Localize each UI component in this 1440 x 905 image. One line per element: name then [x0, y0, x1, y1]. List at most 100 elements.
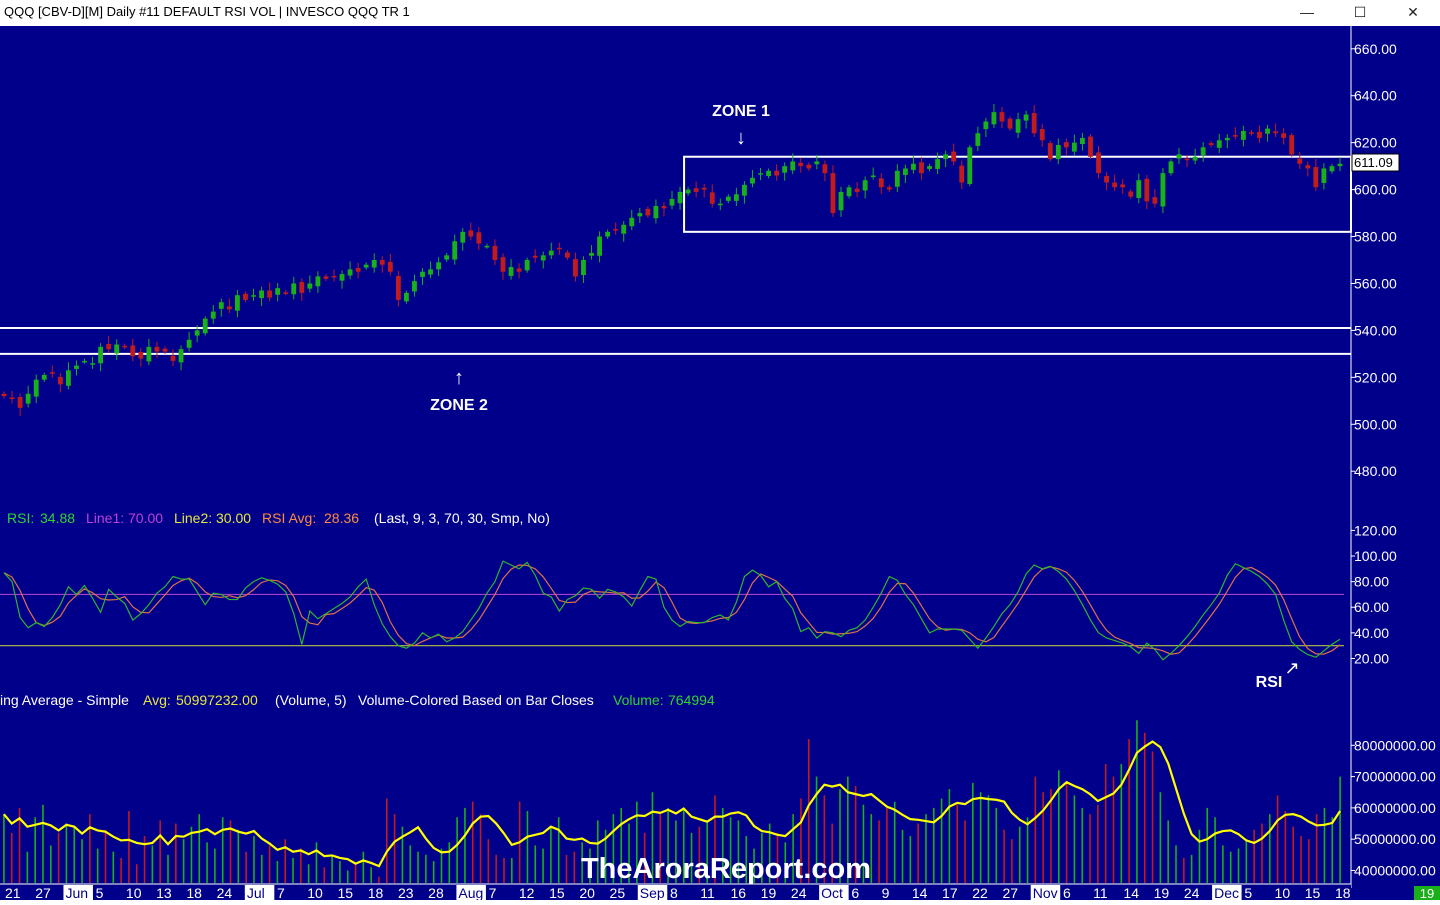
candle-body	[1321, 168, 1327, 184]
price-tick-label: 660.00	[1354, 41, 1397, 57]
volume-tick-label: 80000000.00	[1354, 737, 1436, 753]
x-axis-label: 7	[277, 885, 285, 900]
support-resistance-zones	[0, 155, 1352, 355]
x-axis-label: 27	[35, 885, 51, 900]
candle-body	[170, 355, 176, 361]
candle-body	[613, 229, 619, 231]
x-axis-label: 6	[851, 885, 859, 900]
x-axis-label: 12	[519, 885, 535, 900]
x-axis-label: 20	[579, 885, 595, 900]
candle-body	[532, 255, 538, 258]
x-axis-label: 5	[1244, 885, 1252, 900]
rsi-tick-label: 40.00	[1354, 625, 1389, 641]
x-axis-label: Oct	[821, 885, 843, 900]
candle-body	[57, 376, 63, 385]
candle-body	[1104, 175, 1110, 183]
candle-body	[428, 269, 433, 275]
corner-badge	[1414, 886, 1440, 900]
x-axis-label: 10	[1275, 885, 1291, 900]
candle-body	[717, 203, 723, 206]
candle-body	[404, 292, 409, 302]
candle-body	[363, 264, 369, 268]
price-tick-label: 620.00	[1354, 135, 1397, 151]
candle-body	[629, 217, 635, 227]
x-axis-label: 15	[338, 885, 354, 900]
candle-body	[387, 261, 393, 272]
rsi-annotation-arrow: ↗	[1284, 658, 1299, 678]
candle-body	[589, 252, 594, 256]
candle-body	[1112, 182, 1118, 188]
candle-body	[218, 302, 224, 309]
candle-body	[226, 306, 232, 310]
candle-body	[339, 274, 345, 281]
x-axis-label: Aug	[458, 885, 483, 900]
candle-body	[685, 189, 691, 194]
candle-body	[742, 184, 747, 196]
minimize-button[interactable]: —	[1300, 4, 1314, 20]
candle-body	[49, 372, 55, 374]
rsi-header: RSI: 34.88 Line1: 70.00 Line2: 30.00 RSI…	[7, 510, 550, 526]
rsi-avg-header-value: 28.36	[324, 510, 359, 526]
candle-body	[412, 281, 417, 292]
x-axis-label: 8	[670, 885, 678, 900]
candle-body	[194, 330, 200, 336]
candle-body	[1176, 154, 1182, 159]
x-axis-label: 10	[126, 885, 142, 900]
price-candles	[1, 104, 1343, 416]
candle-body	[548, 250, 554, 256]
x-axis-label: 22	[972, 885, 988, 900]
candle-body	[484, 245, 490, 248]
candle-body	[766, 170, 771, 176]
rsi-tick-label: 100.00	[1354, 548, 1397, 564]
volume-note: Volume-Colored Based on Bar Closes	[358, 692, 594, 708]
rsi-axis: 120.00 100.00 80.00 60.00 40.00 20.00	[1351, 522, 1397, 666]
candle-body	[758, 173, 763, 175]
x-month-highlight	[244, 885, 275, 900]
maximize-button[interactable]: ☐	[1353, 4, 1367, 20]
candle-body	[1265, 128, 1270, 134]
candle-body	[661, 206, 667, 209]
window-titlebar: QQQ [CBV-D][M] Daily #11 DEFAULT RSI VOL…	[0, 0, 1440, 26]
candle-body	[291, 283, 297, 295]
candle-body	[444, 255, 450, 260]
chart-area[interactable]: 660.00 640.00 620.00 600.00 580.00 560.00 540.…	[0, 26, 1440, 901]
candle-body	[524, 260, 530, 271]
candle-body	[1071, 142, 1077, 152]
candle-body	[597, 236, 602, 256]
candle-body	[476, 232, 482, 244]
volume-last-label: Volume:	[613, 692, 664, 708]
candle-body	[420, 271, 425, 277]
price-tick-label: 500.00	[1354, 416, 1397, 432]
volume-tick-label: 70000000.00	[1354, 769, 1436, 785]
candle-body	[436, 262, 442, 270]
x-axis-label: 19	[761, 885, 777, 900]
price-tick-label: 560.00	[1354, 275, 1397, 291]
candle-body	[1184, 158, 1190, 161]
window-title: QQQ [CBV-D][M] Daily #11 DEFAULT RSI VOL…	[4, 4, 410, 19]
zone1-arrow: ↓	[736, 127, 746, 149]
candle-body	[669, 198, 675, 206]
x-axis-label: 24	[791, 885, 807, 900]
volume-last-value: 764994	[668, 692, 715, 708]
candle-body	[750, 177, 755, 184]
candle-body	[508, 267, 514, 276]
chart-svg[interactable]: 660.00640.00620.00600.00580.00560.00540.…	[0, 26, 1440, 901]
candle-body	[1224, 137, 1230, 141]
x-axis-label: 11	[700, 885, 715, 900]
candle-body	[1096, 152, 1101, 174]
volume-params: (Volume, 5)	[275, 692, 347, 708]
candle-body	[1039, 129, 1045, 141]
candle-body	[9, 397, 15, 400]
candle-body	[1152, 197, 1158, 204]
candle-body	[677, 191, 683, 204]
candle-body	[1208, 143, 1214, 145]
candle-body	[1216, 140, 1222, 148]
x-axis-label: 15	[549, 885, 565, 900]
close-button[interactable]: ✕	[1407, 4, 1419, 20]
candle-body	[878, 178, 884, 188]
x-axis-label: 18	[186, 885, 202, 900]
x-axis-label: 24	[217, 885, 233, 900]
candle-body	[98, 346, 104, 364]
volume-avg-value: 50997232.00	[176, 692, 258, 708]
rsi-avg-header-label: RSI Avg:	[262, 510, 316, 526]
